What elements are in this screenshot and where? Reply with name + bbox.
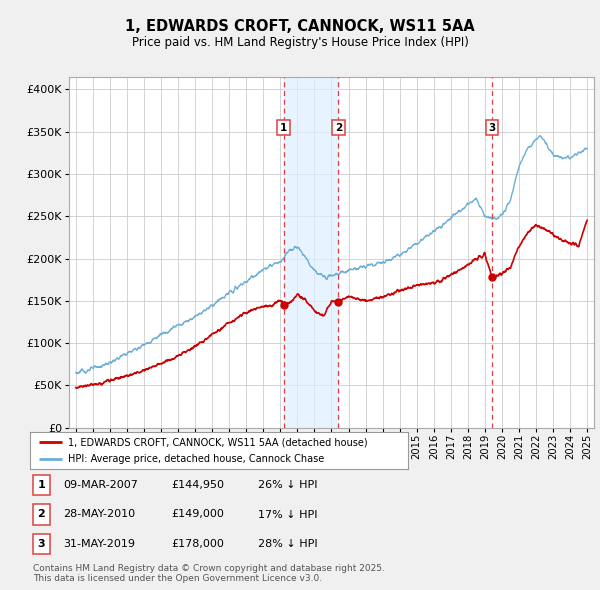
Text: 2: 2 (38, 510, 45, 519)
Text: 28% ↓ HPI: 28% ↓ HPI (258, 539, 317, 549)
Text: 1, EDWARDS CROFT, CANNOCK, WS11 5AA: 1, EDWARDS CROFT, CANNOCK, WS11 5AA (125, 19, 475, 34)
Text: HPI: Average price, detached house, Cannock Chase: HPI: Average price, detached house, Cann… (68, 454, 324, 464)
Text: 1: 1 (38, 480, 45, 490)
Text: Price paid vs. HM Land Registry's House Price Index (HPI): Price paid vs. HM Land Registry's House … (131, 36, 469, 49)
Text: 28-MAY-2010: 28-MAY-2010 (63, 510, 135, 519)
Text: 09-MAR-2007: 09-MAR-2007 (63, 480, 138, 490)
Text: 17% ↓ HPI: 17% ↓ HPI (258, 510, 317, 519)
Text: £144,950: £144,950 (171, 480, 224, 490)
Text: 26% ↓ HPI: 26% ↓ HPI (258, 480, 317, 490)
Bar (284, 77, 338, 428)
Text: 1, EDWARDS CROFT, CANNOCK, WS11 5AA (detached house): 1, EDWARDS CROFT, CANNOCK, WS11 5AA (det… (68, 437, 367, 447)
Text: 3: 3 (488, 123, 496, 133)
Text: £149,000: £149,000 (171, 510, 224, 519)
Text: 1: 1 (280, 123, 287, 133)
Text: £178,000: £178,000 (171, 539, 224, 549)
Text: 31-MAY-2019: 31-MAY-2019 (63, 539, 135, 549)
Text: 2: 2 (335, 123, 342, 133)
Text: Contains HM Land Registry data © Crown copyright and database right 2025.
This d: Contains HM Land Registry data © Crown c… (33, 563, 385, 583)
Text: 3: 3 (38, 539, 45, 549)
